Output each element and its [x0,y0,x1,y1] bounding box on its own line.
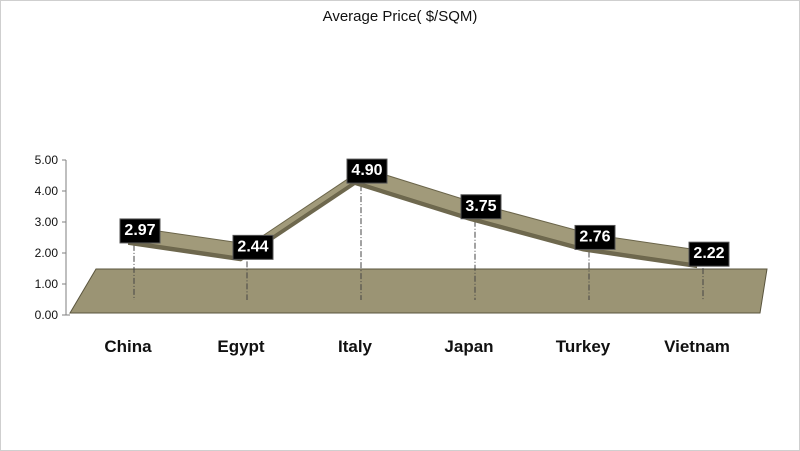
data-label: 3.75 [465,198,496,215]
data-label: 2.76 [579,228,610,245]
y-tick-label: 1.00 [35,277,59,291]
data-label-box [232,234,274,260]
chart-title: Average Price( $/SQM) [322,8,478,25]
x-category-label: China [104,337,152,356]
x-category-label: Italy [338,337,373,356]
x-category-label: Japan [444,337,493,356]
ribbon-edge [583,247,697,269]
y-tick-label: 3.00 [35,215,59,229]
ribbon-edge [469,216,583,252]
data-label: 4.90 [351,162,382,179]
data-label-box [119,218,161,244]
data-label-box [688,241,730,267]
data-label: 2.22 [693,245,724,262]
ribbon-edge [128,240,241,262]
ribbon-edge [355,181,469,221]
x-category-label: Turkey [556,337,611,356]
y-tick-label: 2.00 [35,246,59,260]
x-category-label: Vietnam [664,337,730,356]
data-label-box [574,224,616,250]
floor-plane [69,268,768,314]
data-label-box [346,158,388,184]
data-label-box [460,194,502,220]
data-label: 2.44 [237,238,268,255]
y-tick-label: 4.00 [35,184,59,198]
x-category-label: Egypt [217,337,265,356]
y-tick-label: 5.00 [35,153,59,167]
y-tick-label: 0.00 [35,308,59,322]
data-label: 2.97 [124,222,155,239]
